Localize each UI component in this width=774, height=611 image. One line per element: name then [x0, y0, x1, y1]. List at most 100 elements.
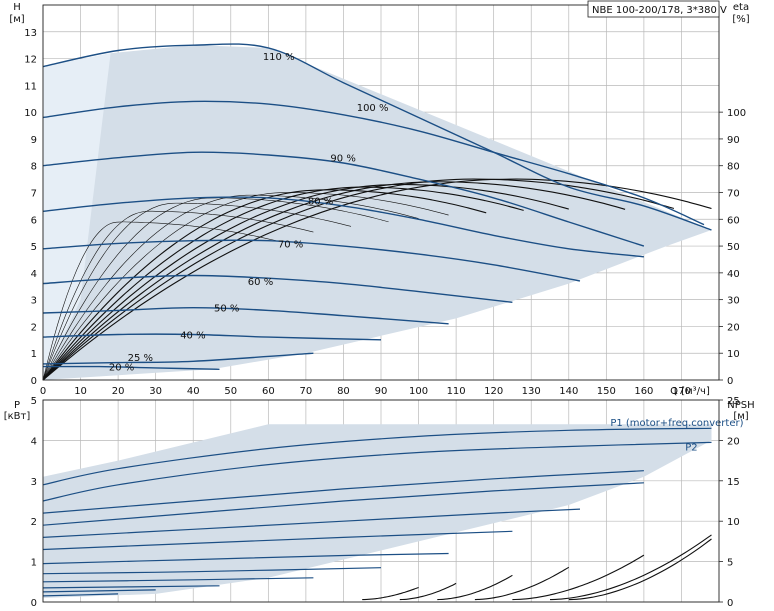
q-tick-label: 130	[522, 386, 541, 397]
eta-tick-label: 30	[727, 296, 740, 307]
q-tick-label: 90	[375, 386, 388, 397]
speed-label: 80 %	[308, 197, 333, 208]
plot-frame	[42, 4, 720, 381]
q-tick-label: 120	[484, 386, 503, 397]
q-tick-label: 160	[634, 386, 653, 397]
npsh-tick-label: 0	[727, 598, 733, 609]
npsh-curve	[568, 538, 712, 601]
power-axis-unit: [кВт]	[4, 411, 31, 422]
q-tick-label: 10	[74, 386, 87, 397]
npsh-curve	[549, 534, 712, 601]
head-tick-label: 8	[31, 162, 37, 173]
head-curve	[42, 239, 581, 282]
npsh-curve	[512, 554, 645, 601]
power-curve	[42, 427, 712, 486]
speed-label: 110 %	[263, 52, 295, 63]
efficiency-curve	[42, 210, 314, 381]
q-tick-label: 50	[224, 386, 237, 397]
power-tick-label: 0	[31, 598, 37, 609]
head-curve	[42, 306, 449, 325]
head-tick-label: 6	[31, 215, 37, 226]
power-curve	[42, 482, 644, 526]
eta-axis-unit: [%]	[732, 14, 749, 25]
q-tick-label: 80	[337, 386, 350, 397]
eta-tick-label: 100	[727, 108, 746, 119]
power-curve	[42, 470, 644, 514]
head-curve	[42, 43, 712, 231]
power-curve	[42, 585, 220, 589]
operating-area	[43, 45, 712, 381]
eta-tick-label: 60	[727, 215, 740, 226]
npsh-axis-title: NPSH	[727, 400, 754, 411]
head-tick-label: 12	[24, 55, 37, 66]
head-curve	[42, 100, 705, 226]
q-tick-label: 170	[672, 386, 691, 397]
npsh-curve	[399, 582, 457, 601]
efficiency-curve	[42, 202, 352, 381]
title-box: NBE 100-200/178, 3*380 V	[587, 0, 727, 18]
q-tick-label: 60	[262, 386, 275, 397]
power-curve	[42, 593, 119, 597]
power-curve	[42, 589, 156, 593]
npsh-tick-label: 25	[727, 396, 740, 407]
eta-tick-label: 0	[727, 376, 733, 387]
npsh-axis-unit: [м]	[733, 411, 748, 422]
head-tick-label: 11	[24, 81, 37, 92]
speed-label: 70 %	[278, 239, 303, 250]
power-curve	[42, 552, 449, 565]
head-tick-label: 0	[31, 376, 37, 387]
head-tick-label: 4	[31, 269, 37, 280]
eta-tick-label: 80	[727, 162, 740, 173]
power-tick-label: 3	[31, 477, 37, 488]
power-operating-area	[43, 424, 712, 598]
q-tick-label: 110	[447, 386, 466, 397]
npsh-tick-label: 20	[727, 436, 740, 447]
power-curve	[42, 567, 382, 575]
efficiency-curve	[42, 189, 487, 381]
eta-tick-label: 70	[727, 189, 740, 200]
q-tick-label: 100	[409, 386, 428, 397]
power-curve	[42, 441, 712, 502]
efficiency-curve	[42, 183, 569, 381]
efficiency-curve	[42, 192, 449, 381]
q-tick-label: 20	[112, 386, 125, 397]
head-axis-unit: [м]	[9, 14, 24, 25]
eta-tick-label: 90	[727, 135, 740, 146]
eta-tick-label: 10	[727, 349, 740, 360]
head-tick-label: 5	[31, 242, 37, 253]
head-tick-label: 3	[31, 296, 37, 307]
q-tick-label: 70	[300, 386, 313, 397]
power-npsh-chart: 0 1 2 3 4 5 0 5 10 15 20 25 P1 (motor+freq.converter…	[31, 396, 744, 609]
q-tick-label: 0	[40, 386, 46, 397]
p2-label: P2	[685, 442, 697, 453]
head-tick-label: 9	[31, 135, 37, 146]
power-curve	[42, 508, 581, 538]
head-curve	[42, 196, 644, 258]
eta-tick-label: 40	[727, 269, 740, 280]
head-tick-label: 2	[31, 322, 37, 333]
speed-label: 20 %	[109, 363, 134, 374]
head-tick-label: 10	[24, 108, 37, 119]
q-tick-label: 40	[187, 386, 200, 397]
npsh-tick-label: 15	[727, 477, 740, 488]
q-tick-label: 30	[149, 386, 162, 397]
head-curve	[42, 333, 382, 341]
npsh-tick-label: 5	[727, 558, 733, 569]
head-curve	[42, 365, 220, 370]
head-curve	[42, 151, 645, 247]
speed-label: 100 %	[357, 103, 389, 114]
head-tick-label: 13	[24, 28, 37, 39]
head-efficiency-chart: 0 10 20 30 40 50 60 70 80 90 100 110 120 130 140 150 160…	[24, 4, 746, 397]
speed-label: 50 %	[214, 304, 239, 315]
q-axis-label: Q [м³/ч]	[670, 386, 710, 397]
head-tick-label: 1	[31, 349, 37, 360]
q-tick-label: 150	[597, 386, 616, 397]
efficiency-curve	[42, 178, 712, 381]
power-curve	[42, 577, 314, 583]
eta-axis-title: eta	[733, 2, 749, 13]
npsh-tick-label: 10	[727, 517, 740, 528]
speed-label: 40 %	[180, 330, 205, 341]
npsh-curve	[437, 574, 513, 601]
eta-tick-label: 20	[727, 322, 740, 333]
